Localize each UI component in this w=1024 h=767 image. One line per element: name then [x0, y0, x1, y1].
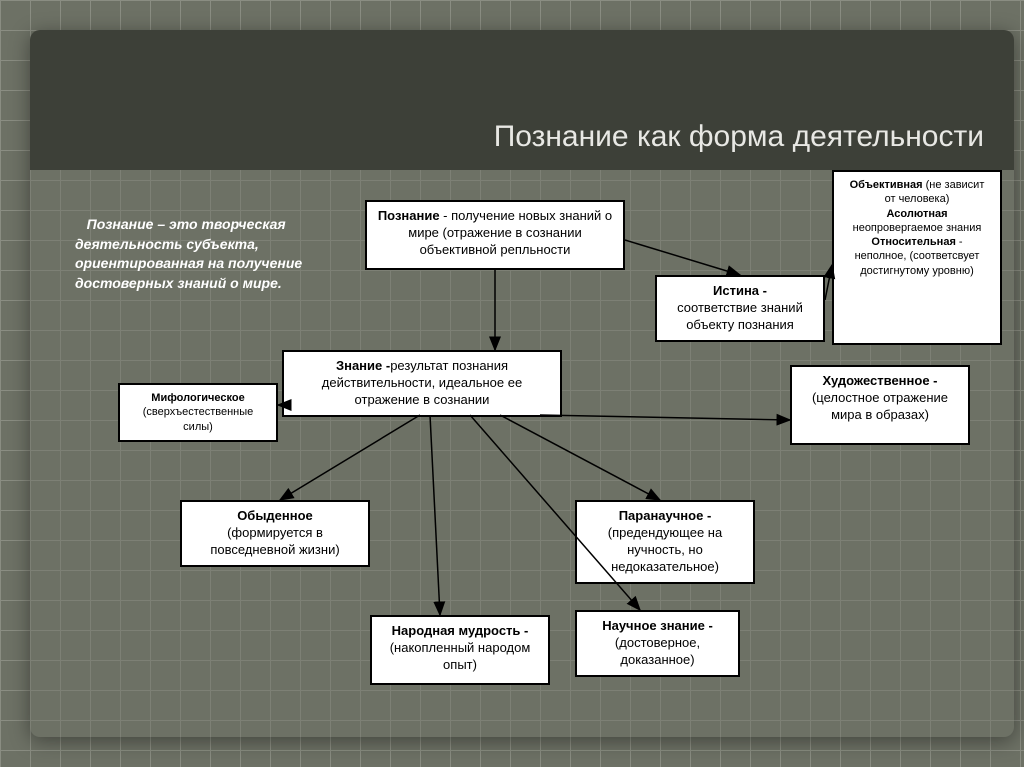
box-poznanie-text: - получение новых знаний о мире (отражен…: [408, 208, 612, 257]
box-istina-bold: Истина -: [713, 283, 767, 298]
box-nauch: Научное знание - (достоверное, доказанно…: [575, 610, 740, 677]
box-istina: Истина - соответствие знаний объекту поз…: [655, 275, 825, 342]
box-obyden: Обыденное (формируется в повседневной жи…: [180, 500, 370, 567]
box-mif: Мифологическое (сверхъестественные силы): [118, 383, 278, 442]
box-istina-text: соответствие знаний объекту познания: [677, 300, 803, 332]
box-paran: Паранаучное - (предендующее на нучность,…: [575, 500, 755, 584]
intro-text: Познание – это творческая деятельность с…: [75, 215, 325, 293]
box-narod: Народная мудрость - (накопленный народом…: [370, 615, 550, 685]
box-objective: Объективная (не зависит от человека) Асо…: [832, 170, 1002, 345]
box-hudozh: Художественное - (целостное отражение ми…: [790, 365, 970, 445]
slide-title: Познание как форма деятельности: [494, 120, 984, 154]
box-poznanie: Познание - получение новых знаний о мире…: [365, 200, 625, 270]
box-znanie: Знание -результат познания действительно…: [282, 350, 562, 417]
box-poznanie-bold: Познание: [378, 208, 440, 223]
